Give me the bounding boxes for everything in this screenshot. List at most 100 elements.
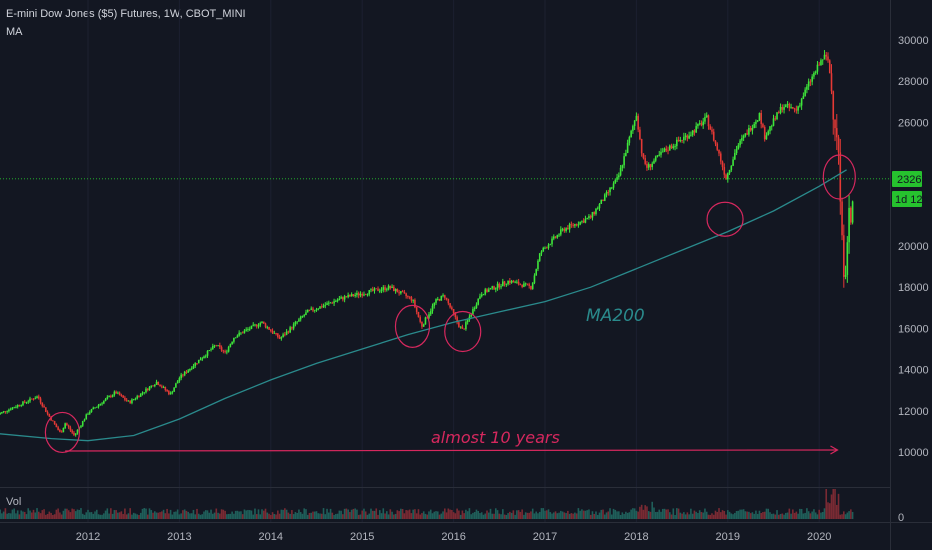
volume-bar: [626, 512, 629, 519]
candle-body: [767, 131, 770, 136]
volume-bar: [136, 514, 139, 519]
volume-bar: [257, 509, 260, 519]
candle-body: [695, 126, 697, 133]
candle-body: [64, 423, 66, 428]
candle-body: [458, 322, 460, 327]
volume-bar: [426, 514, 429, 519]
candle-body: [106, 397, 109, 399]
volume-bar: [164, 513, 167, 519]
volume-bar: [480, 512, 483, 519]
candle-body: [182, 374, 184, 376]
volume-bar: [428, 511, 430, 519]
candle-body: [667, 150, 669, 152]
volume-bar: [804, 512, 806, 519]
volume-bar: [343, 508, 346, 519]
candle-body: [785, 105, 787, 108]
candle-body: [793, 108, 796, 110]
volume-bar: [328, 512, 330, 519]
volume-bar: [632, 508, 634, 519]
volume-bar: [60, 514, 63, 519]
volume-bar: [767, 508, 770, 519]
volume-bar: [270, 514, 272, 519]
volume-bar: [704, 508, 706, 519]
dip-circle: [394, 304, 431, 348]
candle-body: [429, 311, 432, 315]
candle-body: [217, 345, 219, 346]
volume-bar: [482, 514, 485, 519]
volume-bar: [765, 508, 768, 519]
candle-body: [141, 392, 144, 394]
candle-body: [612, 183, 615, 188]
volume-bar: [484, 513, 487, 519]
volume-bar: [303, 508, 305, 519]
volume-bar: [319, 513, 321, 519]
volume-bar: [139, 512, 142, 519]
candle-body: [199, 359, 202, 361]
candle-body: [363, 294, 365, 296]
volume-bar: [565, 513, 567, 519]
volume-bar: [772, 513, 775, 519]
volume-bar: [419, 514, 422, 519]
candle-body: [45, 407, 47, 412]
volume-bar: [155, 512, 158, 519]
volume-bar: [187, 511, 189, 519]
candle-body: [245, 329, 247, 331]
candle-body: [88, 412, 91, 414]
volume-bar: [354, 508, 356, 519]
volume-bar: [97, 514, 100, 519]
candle-body: [702, 121, 704, 126]
volume-bar: [405, 510, 407, 519]
candle-body: [103, 400, 105, 404]
volume-bar: [540, 508, 543, 519]
candle-body: [756, 120, 759, 122]
candle-body: [240, 332, 242, 334]
candle-body: [621, 165, 624, 168]
volume-bar: [34, 512, 37, 519]
price-axis: 10000 12000 14000 16000 18000 20000 26000 28000…: [898, 35, 929, 459]
candle-body: [236, 335, 239, 338]
candle-body: [305, 312, 307, 316]
candle-body: [187, 370, 189, 373]
candle-body: [707, 115, 710, 127]
volume-bar: [588, 509, 590, 519]
candle-body: [514, 281, 516, 283]
volume-bar: [254, 508, 256, 519]
candle-body: [275, 333, 277, 334]
volume-bar: [387, 514, 390, 519]
volume-bar: [821, 511, 824, 519]
volume-bar: [336, 513, 339, 519]
ma200-label: MA200: [586, 306, 645, 326]
candle-body: [526, 283, 529, 285]
volume-bar: [524, 512, 527, 519]
candle-body: [755, 121, 757, 124]
candle-body: [660, 151, 662, 155]
candle-body: [400, 291, 402, 294]
candle-body: [185, 371, 188, 373]
volume-bar: [785, 512, 787, 519]
candle-body: [774, 118, 777, 120]
candle-body: [552, 236, 555, 239]
candle-body: [146, 388, 149, 391]
volume-bar: [132, 512, 135, 519]
volume-bar: [823, 508, 826, 519]
candle-body: [769, 126, 771, 132]
candle-body: [153, 384, 156, 387]
candle-body: [46, 411, 49, 414]
volume-bar: [672, 508, 675, 519]
candle-body: [545, 247, 548, 249]
volume-bar: [289, 513, 291, 519]
candle-body: [229, 344, 232, 347]
candle-body: [489, 288, 492, 290]
candle-body: [268, 327, 270, 330]
duration-arrow: [65, 445, 839, 455]
candle-body: [809, 81, 812, 83]
volume-bar: [233, 513, 235, 519]
volume-bar: [660, 511, 662, 519]
candle-body: [459, 326, 462, 328]
candle-body: [772, 118, 775, 126]
candle-body: [328, 302, 330, 304]
candle-body: [827, 56, 829, 61]
volume-bar: [375, 508, 378, 519]
volume-bar: [500, 514, 502, 519]
